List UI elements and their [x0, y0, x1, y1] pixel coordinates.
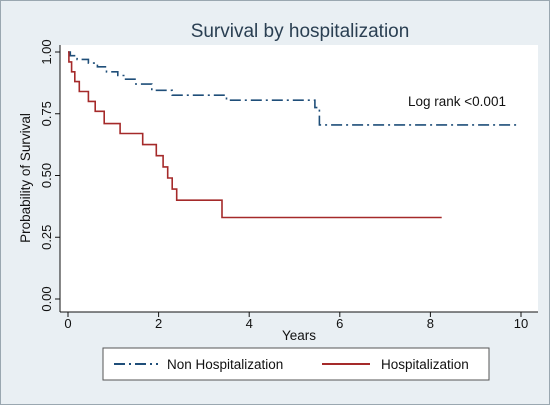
- series-layer: [68, 51, 519, 219]
- y-axis-title: Probability of Survival: [18, 113, 33, 243]
- x-tick-label: 0: [64, 316, 71, 331]
- series-line-non-hospitalization: [68, 51, 519, 126]
- y-ticks: 0.00 0.25 0.50 0.75 1.00: [39, 39, 60, 312]
- x-tick-label: 8: [427, 316, 434, 331]
- x-ticks: 0 2 4 6 8 10: [64, 312, 528, 331]
- chart-title: Survival by hospitalization: [191, 21, 410, 42]
- legend-label-hospitalization: Hospitalization: [381, 357, 469, 372]
- x-axis-title: Years: [282, 328, 316, 343]
- y-tick-label: 0.75: [39, 101, 54, 126]
- series-line-hospitalization: [68, 51, 442, 219]
- legend-label-non-hospitalization: Non Hospitalization: [167, 357, 283, 372]
- log-rank-annotation: Log rank <0.001: [408, 94, 506, 109]
- legend: Non Hospitalization Hospitalization: [102, 347, 490, 381]
- y-tick-label: 1.00: [39, 39, 54, 64]
- x-tick-label: 2: [155, 316, 162, 331]
- x-tick-label: 10: [514, 316, 528, 331]
- plot-area: [60, 45, 538, 312]
- x-tick-label: 4: [246, 316, 253, 331]
- legend-box: [102, 347, 490, 381]
- x-tick-label: 6: [336, 316, 343, 331]
- y-tick-label: 0.50: [39, 163, 54, 188]
- y-tick-label: 0.00: [39, 286, 54, 311]
- y-tick-label: 0.25: [39, 225, 54, 250]
